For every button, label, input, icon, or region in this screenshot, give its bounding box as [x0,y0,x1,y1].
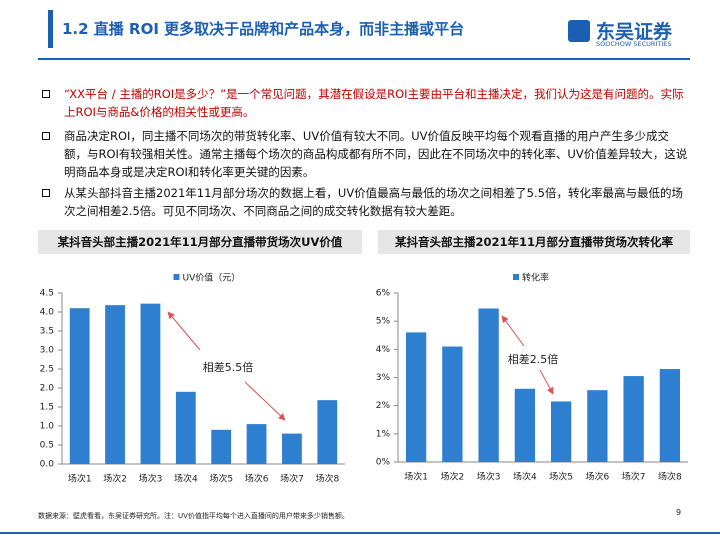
legend-swatch [513,274,519,280]
y-tick-label: 1% [376,429,391,439]
bullet: 从某头部抖音主播2021年11月部分场次的数据上看，UV价值最高与最低的场次之间… [40,184,690,220]
x-tick-label: 场次2 [103,473,127,485]
legend-label: UV价值（元） [183,272,241,284]
x-tick-label: 场次4 [513,471,537,483]
y-tick-label: 4.5 [40,289,54,299]
y-tick-label: 3% [376,373,391,383]
y-tick-label: 5% [376,317,391,327]
x-tick-label: 场次5 [549,471,573,483]
y-tick-label: 3.0 [40,346,55,356]
x-tick-label: 场次8 [658,471,682,483]
y-tick-label: 1.0 [40,422,55,432]
y-tick-label: 0% [376,458,391,468]
bar [175,391,196,464]
annotation: 相差2.5倍 [508,352,559,366]
bar [405,332,427,462]
y-tick-label: 0.5 [40,441,54,451]
x-tick-label: 场次1 [404,471,428,483]
logo-icon [568,20,590,42]
x-tick-label: 场次7 [622,471,646,483]
x-tick-label: 场次5 [209,473,233,485]
source: 数据来源：壁虎看看，东吴证券研究所。注：UV价值指平均每个进入直播间的用户带来多… [38,512,349,520]
x-tick-label: 场次6 [245,473,269,485]
bar [69,308,90,464]
bar [587,390,608,462]
bar [442,346,463,462]
bar [246,424,267,464]
y-tick-label: 2.5 [40,365,54,375]
bar [105,305,125,464]
bullet: “XX平台 / 主播的ROI是多少？”是一个常见问题，其潜在假设是ROI主要由平… [40,85,690,121]
annotation: 相差5.5倍 [203,360,254,374]
x-tick-label: 场次1 [68,473,92,485]
y-tick-label: 4% [376,345,391,355]
bar [623,376,644,462]
arrows [167,311,554,421]
bar [550,401,572,462]
legend-swatch [173,274,180,280]
footer-rule [0,532,720,534]
bar [282,433,302,464]
y-tick-label: 3.5 [40,327,54,337]
y-tick-label: 0.0 [40,460,55,470]
page-number: 9 [676,508,682,517]
bar [211,429,232,464]
y-tick-label: 2.0 [40,384,55,394]
panel-title: 某抖音头部主播2021年11月部分直播带货场次UV价值 [38,230,362,254]
bullet: 商品决定ROI，同主播不同场次的带货转化率、UV价值有较大不同。UV价值反映平均… [40,127,690,181]
x-tick-label: 场次3 [139,473,163,485]
bar [478,308,499,462]
panel-title: 某抖音头部主播2021年11月部分直播带货场次转化率 [378,230,690,254]
title-accent [48,10,53,48]
y-tick-label: 6% [376,289,391,299]
bar [140,303,161,464]
bar [514,388,536,462]
x-tick-label: 场次8 [315,473,339,485]
legend-label: 转化率 [522,272,549,284]
x-tick-label: 场次6 [586,471,610,483]
y-tick-label: 1.5 [40,403,54,413]
y-tick-label: 2% [376,401,391,411]
logo-en: SOOCHOW SECURITIES [596,40,672,48]
y-tick-label: 4.0 [40,308,55,318]
bar [317,400,338,464]
x-tick-label: 场次7 [280,473,304,485]
x-tick-label: 场次4 [174,473,198,485]
slide-title: 1.2 直播 ROI 更多取决于品牌和产品本身，而非主播或平台 [62,20,465,38]
bar [659,369,681,462]
x-tick-label: 场次2 [441,471,465,483]
logo: 东吴证券 [596,21,673,43]
x-tick-label: 场次3 [477,471,501,483]
title-rule [38,58,690,60]
